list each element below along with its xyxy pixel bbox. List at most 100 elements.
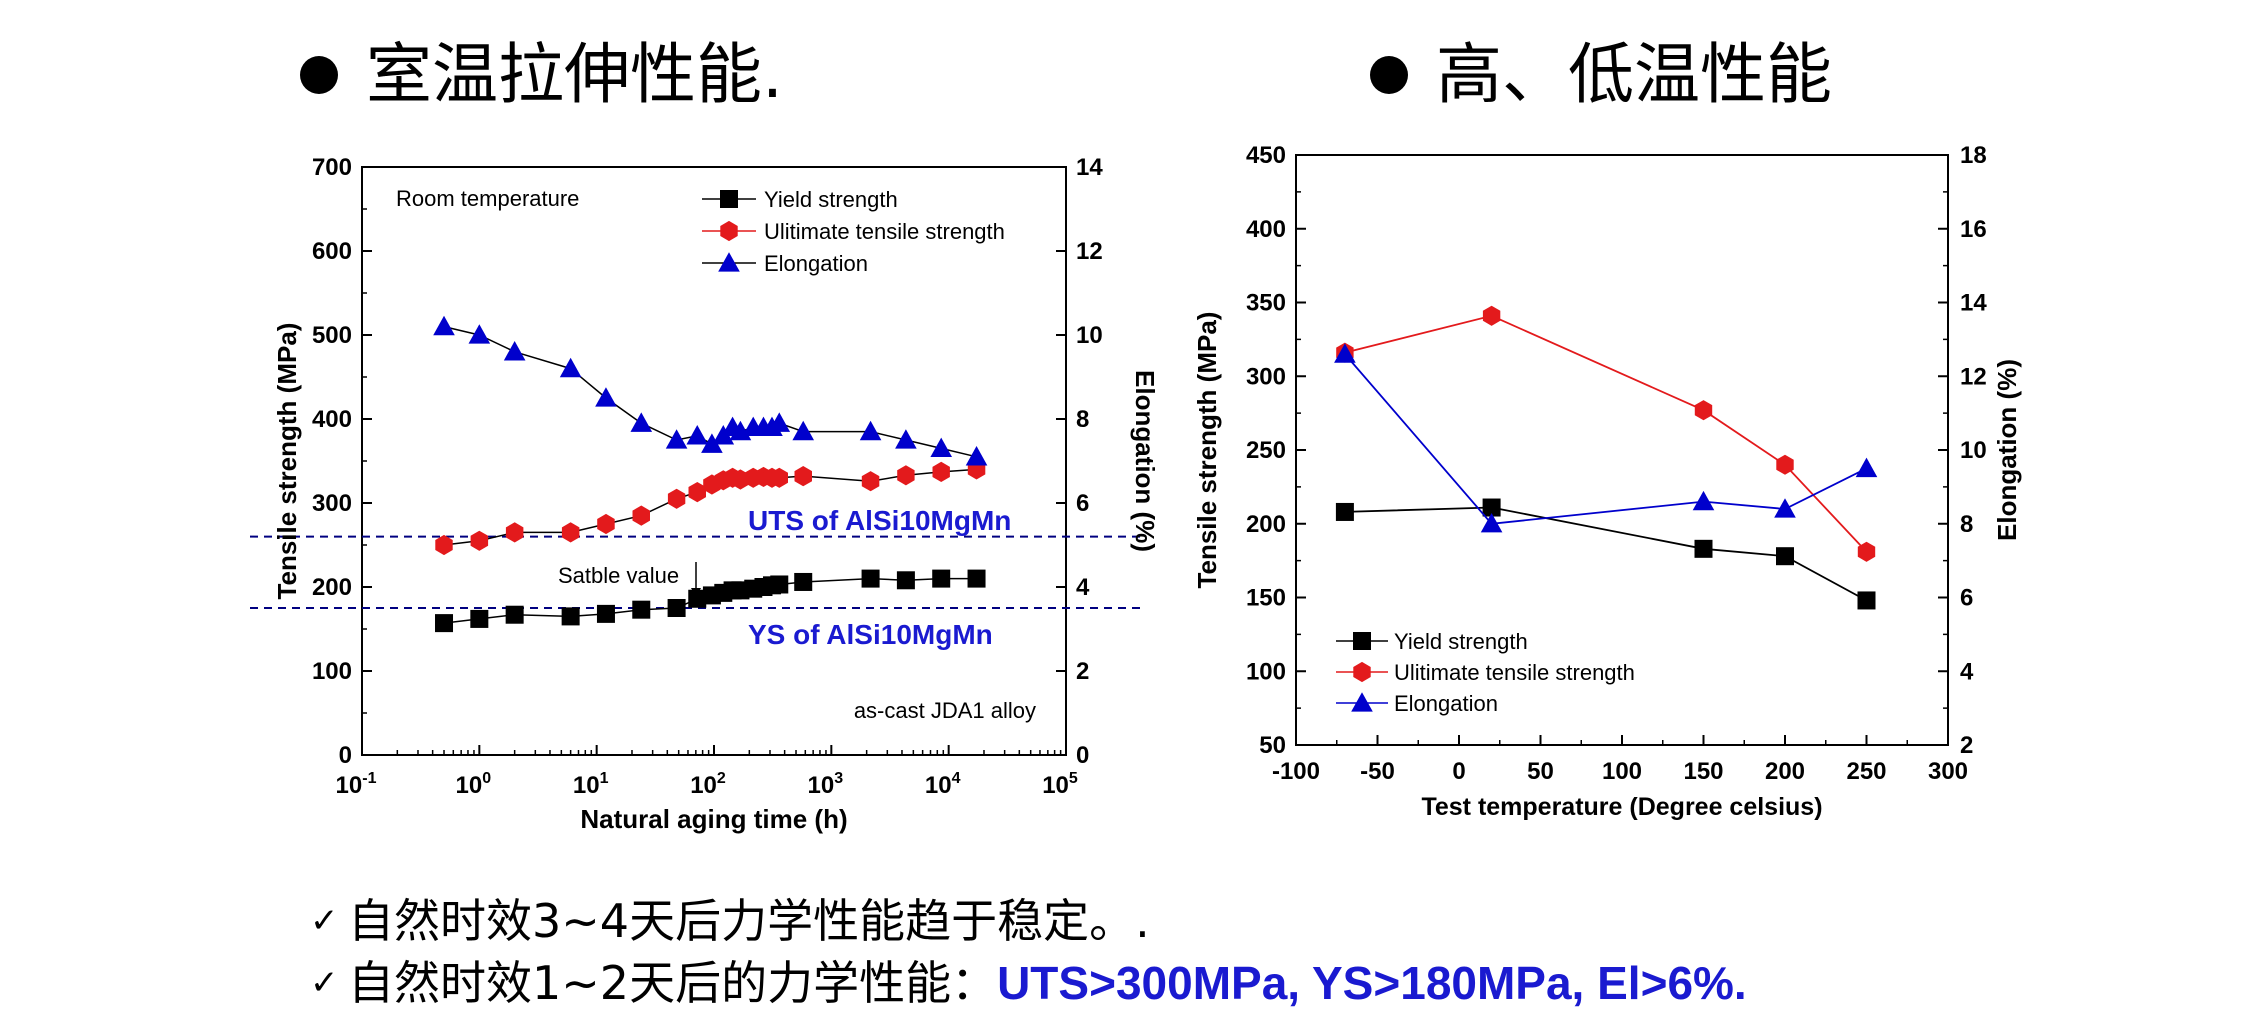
elong-data-point [433, 315, 455, 336]
y2-tick-label: 8 [1076, 406, 1089, 433]
x-tick-label: 50 [1527, 758, 1554, 785]
y-axis-label: Tensile strength (MPa) [272, 323, 302, 600]
legend-elong-marker-icon [718, 252, 740, 272]
legend-label-elong: Elongation [1394, 691, 1498, 716]
yield-data-point [596, 604, 615, 623]
elong-series-line [1344, 353, 1867, 525]
x-tick-label: -50 [1360, 758, 1395, 785]
x-tick-label: 300 [1928, 758, 1968, 785]
y2-tick-label: 0 [1076, 742, 1089, 769]
elong-data-point [1692, 490, 1715, 511]
y2-tick-label: 6 [1076, 490, 1089, 517]
yield-data-point [470, 609, 489, 628]
legend-label-elong: Elongation [764, 251, 868, 276]
elong-data-point [1855, 457, 1878, 478]
uts-data-point [770, 467, 788, 488]
y-tick-label: 300 [1246, 363, 1286, 390]
elong-data-point [665, 429, 688, 449]
uts-data-point [632, 505, 650, 526]
y-tick-label: 500 [312, 322, 352, 349]
legend-yield-marker-icon [720, 190, 738, 208]
bullet-dot-icon [300, 56, 338, 94]
legend-label-uts: Ulitimate tensile strength [764, 219, 1005, 244]
yield-data-point [861, 569, 880, 588]
y2-axis-label: Elongation (%) [1130, 370, 1160, 552]
conclusion-bullet-1: ✓ 自然时效3~4天后力学性能趋于稳定。. [310, 898, 1150, 944]
elong-data-point [930, 437, 953, 458]
checkmark-icon: ✓ [310, 901, 339, 941]
yield-data-point [505, 605, 524, 624]
uts-data-point [794, 466, 812, 487]
legend-uts-marker-icon [1353, 661, 1371, 683]
y-tick-label: 0 [339, 742, 352, 769]
x-tick-label: 100 [1602, 758, 1642, 785]
y2-tick-label: 2 [1076, 658, 1089, 685]
bullet-text: 自然时效1~2天后的力学性能： [348, 956, 998, 1010]
y2-tick-label: 14 [1960, 290, 1987, 317]
uts-data-point [688, 482, 706, 503]
x-tick-label: 250 [1846, 758, 1886, 785]
y2-tick-label: 4 [1076, 574, 1090, 601]
y-tick-label: 200 [312, 574, 352, 601]
y-tick-label: 400 [312, 406, 352, 433]
y2-tick-label: 14 [1076, 154, 1103, 181]
heading-text: 室温拉伸性能. [366, 36, 783, 113]
uts-reference-label: UTS of AlSi10MgMn [748, 505, 1011, 536]
yield-data-point [1857, 591, 1876, 610]
legend-label-yield: Yield strength [1394, 629, 1528, 654]
y2-axis-label: Elongation (%) [1992, 359, 2022, 541]
legend-yield-marker-icon [1353, 632, 1371, 650]
y2-tick-label: 4 [1960, 658, 1974, 685]
yield-data-point [1482, 498, 1501, 517]
elong-data-point [1480, 512, 1503, 533]
y2-tick-label: 18 [1960, 142, 1987, 169]
elong-data-point [686, 425, 709, 445]
y-tick-label: 250 [1246, 437, 1286, 464]
elong-data-point [630, 412, 653, 432]
uts-data-point [667, 488, 686, 509]
bullet-dot-icon [1370, 56, 1408, 94]
y2-tick-label: 8 [1960, 511, 1973, 538]
elong-data-point [859, 420, 882, 441]
elong-data-point [965, 446, 988, 466]
elong-data-point [792, 420, 815, 441]
uts-data-point [897, 465, 915, 486]
elong-data-point [1334, 343, 1356, 363]
y-tick-label: 100 [312, 658, 352, 685]
y2-tick-label: 10 [1960, 437, 1987, 464]
yield-data-point [1776, 547, 1794, 566]
section-heading-room-temp: 室温拉伸性能. [300, 42, 783, 108]
x-tick-label: 101 [573, 770, 609, 799]
plot-frame [1295, 154, 1949, 746]
y2-tick-label: 12 [1960, 363, 1987, 390]
uts-data-point [1482, 305, 1501, 326]
stable-value-annotation: Satble value [558, 563, 679, 588]
uts-data-point [561, 522, 580, 543]
y2-tick-label: 16 [1960, 216, 1987, 243]
yield-data-point [632, 600, 651, 619]
yield-data-point [967, 569, 986, 588]
legend-label-uts: Ulitimate tensile strength [1394, 660, 1635, 685]
elong-data-point [559, 357, 582, 378]
elong-data-point [1774, 498, 1796, 518]
bullet-highlight: UTS>300MPa, YS>180MPa, El>6%. [997, 957, 1747, 1009]
uts-data-point [435, 534, 453, 556]
yield-data-point [435, 614, 454, 633]
y-tick-label: 350 [1246, 290, 1286, 317]
alloy-annotation: as-cast JDA1 alloy [854, 698, 1036, 723]
yield-data-point [561, 607, 580, 626]
yield-data-point [932, 569, 951, 588]
y-tick-label: 50 [1259, 732, 1286, 759]
x-tick-label: 0 [1452, 758, 1465, 785]
y2-tick-label: 10 [1076, 322, 1103, 349]
conclusion-bullet-2: ✓ 自然时效1~2天后的力学性能： UTS>300MPa, YS>180MPa,… [310, 960, 1747, 1006]
uts-data-point [861, 471, 880, 492]
y-tick-label: 100 [1246, 658, 1286, 685]
uts-data-point [470, 530, 489, 551]
bullet-text: 自然时效3~4天后力学性能趋于稳定。. [348, 894, 1150, 948]
elong-data-point [895, 429, 917, 449]
y-tick-label: 600 [312, 238, 352, 265]
legend-uts-marker-icon [720, 220, 738, 242]
y-axis-label: Tensile strength (MPa) [1192, 312, 1222, 589]
